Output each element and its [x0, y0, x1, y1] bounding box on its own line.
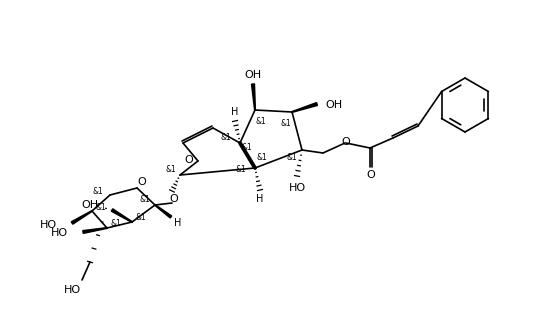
Text: O: O: [170, 194, 178, 204]
Text: &1: &1: [93, 186, 104, 196]
Polygon shape: [292, 103, 318, 113]
Text: HO: HO: [40, 220, 57, 230]
Text: HO: HO: [51, 228, 68, 238]
Text: &1: &1: [140, 196, 150, 204]
Polygon shape: [111, 209, 132, 222]
Polygon shape: [251, 84, 255, 110]
Text: &1: &1: [281, 120, 292, 128]
Text: &1: &1: [221, 133, 231, 141]
Text: OH: OH: [244, 70, 262, 80]
Text: &1: &1: [166, 165, 176, 173]
Polygon shape: [83, 228, 107, 233]
Text: OH: OH: [82, 200, 99, 210]
Text: &1: &1: [242, 144, 253, 152]
Text: &1: &1: [95, 203, 106, 211]
Text: HO: HO: [288, 183, 306, 193]
Text: &1: &1: [111, 219, 121, 229]
Text: &1: &1: [236, 165, 247, 174]
Text: O: O: [341, 137, 350, 147]
Text: O: O: [138, 177, 146, 187]
Text: OH: OH: [325, 100, 343, 110]
Text: &1: &1: [256, 118, 266, 126]
Polygon shape: [72, 211, 92, 224]
Text: HO: HO: [63, 285, 81, 295]
Text: &1: &1: [256, 153, 267, 163]
Text: H: H: [175, 218, 182, 228]
Polygon shape: [155, 205, 172, 218]
Text: H: H: [256, 194, 264, 204]
Text: &1: &1: [136, 214, 146, 223]
Text: &1: &1: [287, 153, 298, 163]
Text: O: O: [366, 170, 376, 180]
Text: H: H: [231, 107, 238, 117]
Text: O: O: [185, 155, 193, 165]
